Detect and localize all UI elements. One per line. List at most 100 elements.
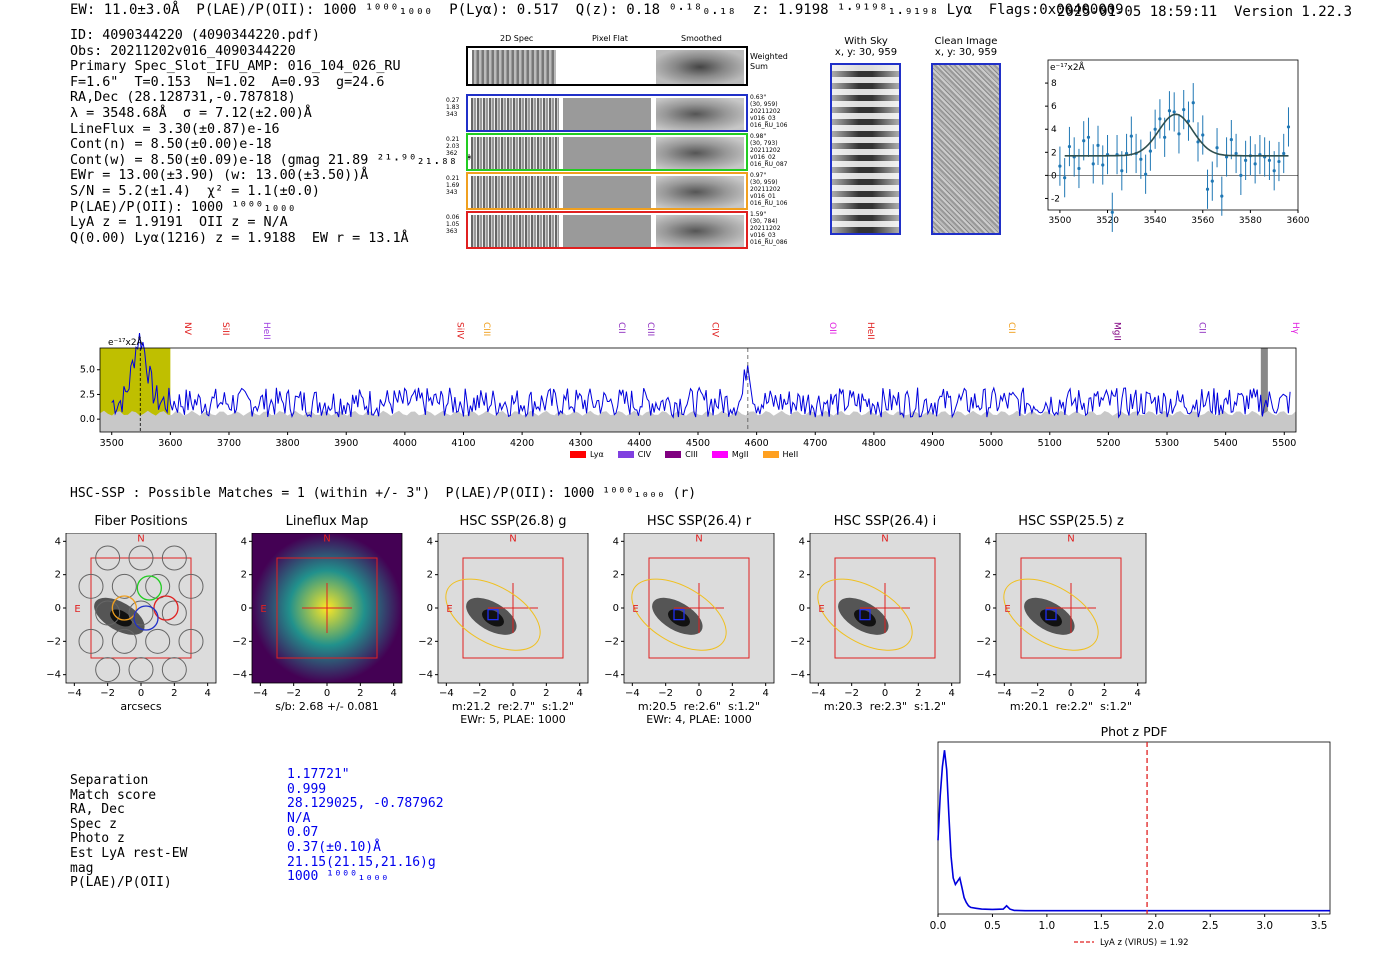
panel-title: Fiber Positions (94, 514, 188, 529)
row-meta: 0.63" (30, 959) 20211202 v016_03 016_RU_106 (750, 94, 800, 129)
match-label: RA, Dec (70, 802, 125, 818)
zoom-point (1191, 101, 1195, 105)
weighted-2dspec (472, 50, 556, 84)
row-2dspec (471, 215, 559, 247)
full-xtick-label: 5000 (979, 438, 1003, 449)
pdf-frame (937, 741, 1331, 915)
panel-xtick-label: −4 (67, 688, 82, 699)
match-label: Separation (70, 773, 149, 788)
zoom-ytick-label: 2 (1051, 148, 1057, 158)
masked-region (1260, 348, 1268, 432)
panel-ytick-label: −2 (976, 636, 991, 647)
info-line: P(LAE)/P(OII): 1000 ¹⁰⁰⁰₁₀₀₀ (70, 199, 296, 215)
panel-ytick-label: 0 (427, 603, 433, 614)
pdf-title: Phot z PDF (1101, 724, 1168, 739)
panel-xtick-label: 4 (1134, 688, 1140, 699)
zoom-frame (1047, 59, 1299, 211)
row-meta-line: v016_01 (750, 193, 776, 200)
panel-ytick-label: −2 (46, 636, 61, 647)
aperture-ellipse (445, 578, 541, 651)
weighted-smoothed (656, 50, 744, 84)
panel-xtick-label: −2 (1030, 688, 1045, 699)
panel-xtick-label: 4 (948, 688, 954, 699)
panel-xtick-label: 0 (324, 688, 330, 699)
legend-label: Lyα (590, 449, 604, 459)
info-line: LyA z = 1.9191 OII z = N/A (70, 215, 288, 231)
source-box (673, 609, 685, 621)
line-label: CIII (481, 322, 491, 336)
row-smoothed (656, 176, 744, 208)
row-stat: 343 (446, 189, 458, 196)
legend-label: HeII (782, 449, 799, 459)
east-label: E (74, 604, 80, 615)
line-label: HeII (865, 322, 875, 340)
north-label: N (137, 533, 144, 544)
zoom-fit-curve (1064, 113, 1289, 157)
fiber-circle (111, 628, 137, 654)
zoom-point (1153, 127, 1157, 131)
panel-ytick-label: −2 (604, 636, 619, 647)
clean-image (931, 63, 1001, 235)
full-ytick-label: 5.0 (80, 365, 95, 376)
fiber-circle (178, 628, 204, 654)
row-meta-line: 0.63" (750, 94, 767, 101)
panel-title: HSC SSP(25.5) z (1018, 514, 1124, 529)
row-meta-line: 20211202 (750, 147, 781, 154)
legend-label: MgII (731, 449, 749, 459)
row-stat: 0.27 (446, 97, 460, 104)
row-stat: 1.69 (446, 182, 460, 189)
pdf-curve (937, 750, 1330, 912)
zoom-point (1063, 176, 1067, 180)
info-line: ID: 4090344220 (4090344220.pdf) (70, 28, 320, 43)
fiber-red (153, 595, 179, 621)
full-spectrum: e⁻¹⁷x2Å 3500 3600 3700 3800 3900 4000 4100 4200 4… (80, 322, 1300, 449)
pdf-xtick-label: 2.0 (1147, 920, 1164, 932)
zoom-ytick-label: 8 (1051, 79, 1057, 89)
zoom-ytick-label: 4 (1051, 125, 1057, 135)
clean-title: Clean Image (934, 36, 998, 47)
fiber-green (136, 575, 162, 601)
full-xtick-label: 4400 (627, 438, 651, 449)
with-sky-header: With Sky x, y: 30, 959 (826, 36, 906, 58)
info-block: ID: 4090344220 (4090344220.pdf) Obs: 2021… (70, 28, 481, 246)
line-label: CIII (645, 322, 655, 336)
panel-xtick-label: 4 (204, 688, 210, 699)
east-label: E (632, 604, 638, 615)
full-xtick-label: 5200 (1096, 438, 1120, 449)
legend-swatch (762, 450, 779, 458)
line-legend: Lyα CIV CIII MgII HeII (570, 448, 798, 460)
zoom-point (1277, 159, 1281, 164)
panel-xtick-label: −4 (253, 688, 268, 699)
row-stat: 1.05 (446, 221, 460, 228)
row-2dspec (471, 98, 559, 130)
match-value: 1000 ¹⁰⁰⁰₁₀₀₀ (287, 869, 389, 885)
row-stats: 0.21 2.03 362 (446, 136, 466, 157)
panel-xtick-label: −2 (100, 688, 115, 699)
zoom-point (1182, 108, 1186, 112)
zoom-point (1144, 172, 1148, 176)
match-values: 1.17721" 0.999 28.129025, -0.787962 N/A 0.07… (287, 767, 444, 885)
weighted-sum-box (466, 46, 748, 86)
fiber-circle (178, 573, 204, 599)
row-meta-line: 016_RU_086 (750, 239, 788, 246)
zoom-ytick-label: 0 (1051, 171, 1057, 181)
zoom-point (1120, 169, 1124, 173)
panel-caption: m:20.5 re:2.6" s:1.2" (637, 700, 761, 713)
panel-xtick-label: 2 (1101, 688, 1107, 699)
panel-ytick-label: 2 (241, 570, 247, 581)
fiber-circle (95, 657, 121, 683)
panel-xtick-label: 2 (543, 688, 549, 699)
east-label: E (446, 604, 452, 615)
fiber-circle (161, 657, 187, 683)
panel-xtick-label: 4 (390, 688, 396, 699)
row-meta-line: (30, 793) (750, 140, 778, 147)
pdf-xtick-label: 3.5 (1311, 920, 1328, 932)
zoom-ylabel: e⁻¹⁷x2Å (1050, 61, 1086, 73)
panel-xtick-label: −4 (811, 688, 826, 699)
row-smoothed (656, 137, 744, 169)
row-meta-line: 1.59" (750, 211, 767, 218)
match-value: 0.37(±0.10)Å (287, 839, 381, 855)
line-label: HeII (261, 322, 271, 340)
info-line: Q(0.00) Lyα(1216) z = 1.9188 EW r = 13.1… (70, 230, 409, 246)
search-box (462, 557, 564, 659)
